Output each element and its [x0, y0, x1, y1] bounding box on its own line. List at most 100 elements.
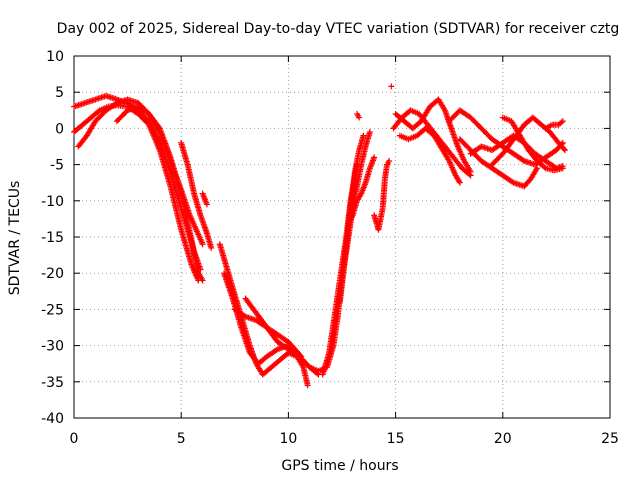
trace-marker	[282, 344, 289, 351]
trace-marker	[547, 122, 554, 129]
trace-marker	[456, 162, 463, 169]
trace-marker	[383, 163, 390, 170]
x-tick-label: 20	[494, 431, 512, 447]
trace-marker	[385, 159, 392, 166]
trace-marker	[85, 116, 92, 123]
trace-marker	[540, 156, 546, 163]
trace-marker	[519, 182, 526, 189]
trace-marker	[464, 112, 471, 119]
trace-marker	[207, 243, 214, 250]
trace-marker	[325, 351, 332, 358]
trace-marker	[166, 156, 173, 163]
trace-marker	[428, 130, 435, 137]
trace-marker	[80, 100, 87, 107]
trace-marker	[155, 126, 162, 133]
trace-marker	[272, 348, 278, 355]
y-tick-label: -5	[50, 158, 64, 174]
trace-marker	[272, 336, 279, 343]
y-tick-label: -40	[41, 411, 64, 427]
trace-marker	[451, 170, 458, 177]
trace-marker	[239, 311, 246, 318]
y-tick-label: 0	[55, 121, 64, 137]
x-tick-label: 10	[279, 431, 297, 447]
y-axis-label: SDTVAR / TECUs	[7, 181, 23, 296]
trace-marker	[440, 105, 447, 112]
trace-marker	[265, 366, 272, 373]
trace-marker	[540, 163, 547, 170]
trace-marker	[361, 181, 368, 188]
trace-marker	[475, 145, 482, 152]
y-tick-label: -20	[41, 266, 64, 282]
tick-labels: 0 5 10 15 20 25 10 5 0 -5 -10 -15 -20 -25 -30 -35 -40	[41, 49, 619, 447]
trace-marker	[262, 321, 269, 328]
trace-marker	[553, 121, 560, 128]
trace-marker	[507, 148, 514, 155]
trace-marker	[370, 155, 377, 162]
trace-marker	[198, 239, 205, 246]
trace-marker	[220, 254, 227, 261]
trace-marker	[155, 127, 162, 134]
trace-marker	[194, 275, 201, 282]
trace-marker	[445, 156, 452, 163]
trace-marker	[282, 337, 289, 344]
trace-marker	[112, 95, 119, 102]
trace-marker	[177, 185, 184, 192]
data-point	[388, 83, 395, 90]
trace-marker	[261, 355, 268, 362]
y-tick-label: -25	[41, 302, 64, 318]
trace-marker	[81, 135, 88, 142]
trace-marker	[355, 112, 362, 119]
x-axis-label: GPS time / hours	[281, 458, 398, 474]
x-tick-label: 5	[177, 431, 186, 447]
trace-marker	[465, 144, 472, 151]
trace-marker	[289, 343, 296, 350]
trace-marker	[475, 122, 482, 129]
trace-marker	[533, 166, 540, 173]
trace-marker	[357, 163, 364, 170]
trace-marker	[186, 210, 193, 217]
trace-marker	[518, 156, 525, 163]
trace-marker	[274, 359, 281, 366]
trace-marker	[122, 109, 129, 116]
x-tick-label: 0	[70, 431, 79, 447]
trace-marker	[184, 217, 191, 224]
trace-marker	[253, 357, 260, 364]
trace-marker	[197, 210, 204, 217]
axis-ticks	[73, 55, 611, 419]
trace-marker	[190, 246, 197, 253]
trace-marker	[167, 181, 174, 188]
trace-marker	[362, 145, 369, 152]
y-tick-label: -15	[41, 230, 64, 246]
trace-marker	[229, 293, 236, 300]
trace-marker	[497, 170, 504, 177]
trace-marker	[456, 178, 463, 185]
trace-marker	[299, 362, 306, 369]
trace-marker	[525, 178, 532, 185]
trace-marker	[177, 225, 184, 232]
trace-marker	[227, 275, 234, 282]
trace-marker	[77, 123, 84, 130]
trace-marker	[535, 119, 542, 126]
trace-marker	[560, 145, 567, 152]
trace-marker	[111, 101, 118, 108]
trace-marker	[100, 109, 107, 116]
trace-marker	[553, 137, 560, 144]
trace-marker	[196, 265, 203, 272]
y-tick-label: -30	[41, 339, 64, 355]
trace-marker	[355, 148, 362, 155]
trace-marker	[531, 155, 538, 162]
trace-marker	[293, 351, 300, 358]
trace-marker	[460, 156, 467, 163]
trace-marker	[188, 261, 195, 268]
trace-marker	[203, 199, 210, 206]
y-tick-label: 10	[46, 49, 64, 65]
trace-marker	[348, 213, 355, 220]
trace-marker	[94, 109, 101, 116]
trace-marker	[405, 109, 412, 116]
trace-marker	[184, 160, 191, 167]
trace-marker	[237, 322, 244, 329]
trace-marker	[282, 351, 289, 358]
y-tick-label: 5	[55, 85, 64, 101]
